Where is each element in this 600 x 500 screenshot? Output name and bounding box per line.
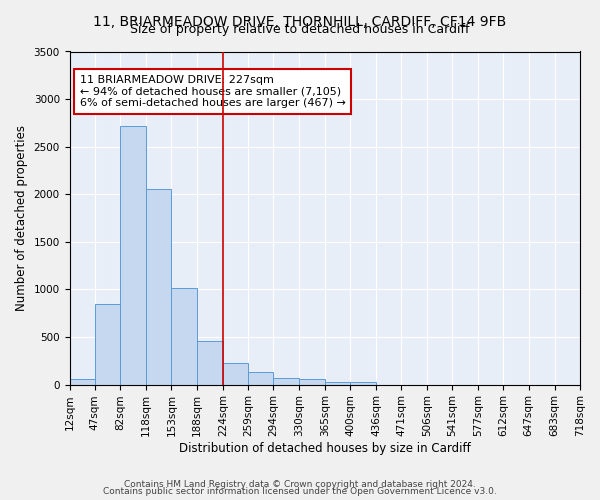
Text: Size of property relative to detached houses in Cardiff: Size of property relative to detached ho…	[130, 22, 470, 36]
Y-axis label: Number of detached properties: Number of detached properties	[15, 125, 28, 311]
Bar	[350, 382, 376, 384]
X-axis label: Distribution of detached houses by size in Cardiff: Distribution of detached houses by size …	[179, 442, 470, 455]
Text: 11 BRIARMEADOW DRIVE: 227sqm
← 94% of detached houses are smaller (7,105)
6% of : 11 BRIARMEADOW DRIVE: 227sqm ← 94% of de…	[80, 75, 346, 108]
Bar	[223, 362, 248, 384]
Bar	[299, 380, 325, 384]
Bar	[95, 304, 120, 384]
Bar	[172, 288, 197, 384]
Bar	[248, 372, 274, 384]
Bar	[274, 378, 299, 384]
Bar	[70, 379, 95, 384]
Bar	[120, 126, 146, 384]
Text: 11, BRIARMEADOW DRIVE, THORNHILL, CARDIFF, CF14 9FB: 11, BRIARMEADOW DRIVE, THORNHILL, CARDIF…	[94, 15, 506, 29]
Bar	[197, 341, 223, 384]
Bar	[325, 382, 350, 384]
Text: Contains public sector information licensed under the Open Government Licence v3: Contains public sector information licen…	[103, 488, 497, 496]
Bar	[146, 188, 172, 384]
Text: Contains HM Land Registry data © Crown copyright and database right 2024.: Contains HM Land Registry data © Crown c…	[124, 480, 476, 489]
